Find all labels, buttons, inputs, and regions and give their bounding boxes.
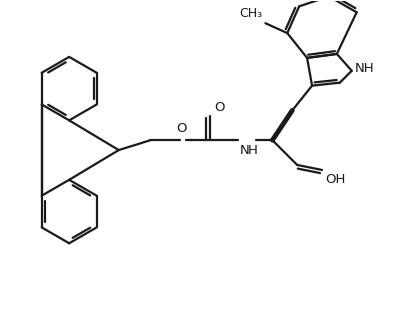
- Text: CH₃: CH₃: [239, 7, 262, 20]
- Text: OH: OH: [325, 173, 345, 186]
- Text: NH: NH: [355, 62, 374, 75]
- Text: O: O: [176, 122, 186, 135]
- Text: N: N: [239, 144, 249, 157]
- Text: O: O: [214, 101, 224, 114]
- Text: H: H: [248, 144, 257, 157]
